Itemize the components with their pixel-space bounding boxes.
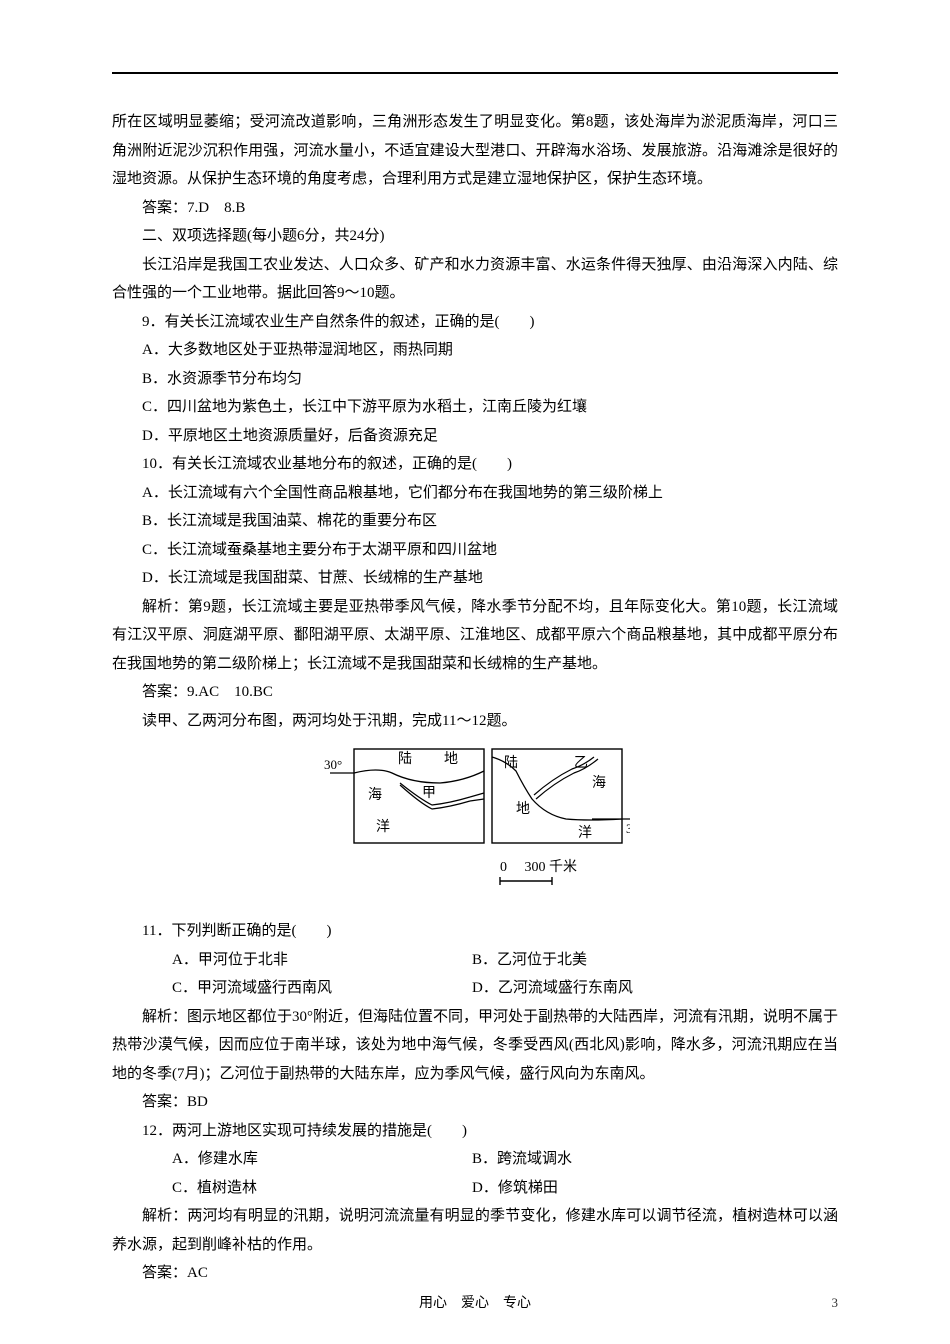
q12-stem: 12．两河上游地区实现可持续发展的措施是( ) (112, 1117, 838, 1146)
q9-option-b: B．水资源季节分布均匀 (112, 365, 838, 394)
svg-text:陆: 陆 (504, 755, 518, 771)
svg-text:地: 地 (444, 751, 458, 767)
q10-option-a: A．长江流域有六个全国性商品粮基地，它们都分布在我国地势的第三级阶梯上 (112, 479, 838, 508)
footer: 用心 爱心 专心 3 (0, 1291, 950, 1318)
svg-text:海: 海 (592, 775, 606, 791)
q11-stem: 11．下列判断正确的是( ) (112, 917, 838, 946)
section-2-title: 二、双项选择题(每小题6分，共24分) (112, 222, 838, 251)
svg-text:洋: 洋 (376, 819, 390, 835)
q11-intro: 读甲、乙两河分布图，两河均处于汛期，完成11～12题。 (112, 707, 838, 736)
svg-text:海: 海 (368, 787, 382, 803)
q11-option-a: A．甲河位于北非 (112, 946, 442, 975)
svg-text:洋: 洋 (578, 825, 592, 841)
analysis-11: 解析：图示地区都位于30°附近，但海陆位置不同，甲河处于副热带的大陆西岸，河流有… (112, 1003, 838, 1089)
q11-options-ab: A．甲河位于北非 B．乙河位于北美 (112, 946, 838, 975)
q12-option-b: B．跨流域调水 (442, 1145, 572, 1174)
svg-text:乙: 乙 (574, 755, 588, 771)
answer-12: 答案：AC (112, 1259, 838, 1288)
document-content: 所在区域明显萎缩；受河流改道影响，三角洲形态发生了明显变化。第8题，该处海岸为淤… (0, 0, 950, 1328)
scale-label: 0 300 千米 (500, 859, 577, 875)
analysis-12: 解析：两河均有明显的汛期，说明河流流量有明显的季节变化，修建水库可以调节径流，植… (112, 1202, 838, 1259)
q9-option-c: C．四川盆地为紫色土，长江中下游平原为水稻土，江南丘陵为红壤 (112, 393, 838, 422)
q10-option-d: D．长江流域是我国甜菜、甘蔗、长绒棉的生产基地 (112, 564, 838, 593)
q12-option-c: C．植树造林 (112, 1174, 442, 1203)
q9-stem: 9．有关长江流域农业生产自然条件的叙述，正确的是( ) (112, 308, 838, 337)
lat-label-right: 30° (626, 821, 630, 836)
q12-options-cd: C．植树造林 D．修筑梯田 (112, 1174, 838, 1203)
intro-paragraph: 所在区域明显萎缩；受河流改道影响，三角洲形态发生了明显变化。第8题，该处海岸为淤… (112, 108, 838, 194)
q12-option-d: D．修筑梯田 (442, 1174, 558, 1203)
q9-option-d: D．平原地区土地资源质量好，后备资源充足 (112, 422, 838, 451)
svg-text:甲: 甲 (422, 786, 436, 801)
footer-text: 用心 爱心 专心 (419, 1296, 531, 1311)
answer-11: 答案：BD (112, 1088, 838, 1117)
q11-option-c: C．甲河流域盛行西南风 (112, 974, 442, 1003)
map-diagram: 30° 30° 陆 地 海 洋 甲 陆 地 海 洋 乙 0 (112, 743, 838, 913)
svg-text:陆: 陆 (398, 751, 412, 767)
answer-9-10: 答案：9.AC 10.BC (112, 678, 838, 707)
q12-options-ab: A．修建水库 B．跨流域调水 (112, 1145, 838, 1174)
q11-options-cd: C．甲河流域盛行西南风 D．乙河流域盛行东南风 (112, 974, 838, 1003)
analysis-9-10: 解析：第9题，长江流域主要是亚热带季风气候，降水季节分配不均，且年际变化大。第1… (112, 593, 838, 679)
svg-text:地: 地 (516, 801, 530, 817)
q9-option-a: A．大多数地区处于亚热带湿润地区，雨热同期 (112, 336, 838, 365)
top-border (112, 72, 838, 74)
q10-stem: 10．有关长江流域农业基地分布的叙述，正确的是( ) (112, 450, 838, 479)
answer-7-8: 答案：7.D 8.B (112, 194, 838, 223)
q10-option-b: B．长江流域是我国油菜、棉花的重要分布区 (112, 507, 838, 536)
q11-option-b: B．乙河位于北美 (442, 946, 587, 975)
q12-option-a: A．修建水库 (112, 1145, 442, 1174)
page-number: 3 (832, 1291, 839, 1316)
q10-option-c: C．长江流域蚕桑基地主要分布于太湖平原和四川盆地 (112, 536, 838, 565)
q9-intro: 长江沿岸是我国工农业发达、人口众多、矿产和水力资源丰富、水运条件得天独厚、由沿海… (112, 251, 838, 308)
q11-option-d: D．乙河流域盛行东南风 (442, 974, 633, 1003)
lat-label-left: 30° (324, 757, 342, 772)
